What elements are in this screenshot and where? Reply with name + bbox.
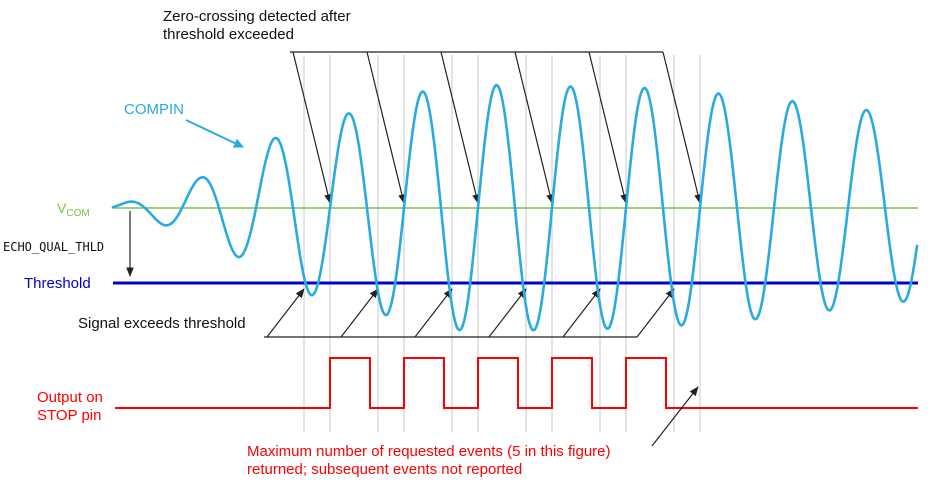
compin-label: COMPIN (124, 101, 184, 118)
threshold-label: Threshold (24, 275, 91, 292)
max-events-note-line2: returned; subsequent events not reported (247, 461, 523, 478)
stop-pin-label: Output on STOP pin (37, 389, 103, 425)
threshold-exceeded-arrow (414, 288, 453, 338)
signal-exceeds-label: Signal exceeds threshold (78, 315, 246, 332)
zero-crossing-arrow (588, 51, 628, 204)
vcom-label: VCOM (57, 199, 90, 223)
event-gridlines-group (303, 55, 701, 432)
zero-crossing-note-line2: threshold exceeded (163, 26, 294, 43)
stop-output-group (115, 357, 918, 447)
vcom-label-sub: COM (66, 208, 90, 219)
zero-crossing-annotation-group (290, 51, 702, 204)
zero-crossing-arrow (662, 51, 702, 204)
threshold-exceeded-arrow (636, 288, 675, 338)
max-events-note: Maximum number of requested events (5 in… (247, 443, 611, 479)
threshold-exceeded-arrow (266, 288, 305, 338)
compin-waveform-group (111, 83, 919, 332)
stop-pin-trace (115, 357, 918, 409)
compin-waveform (111, 83, 919, 332)
zero-crossing-arrow (440, 51, 480, 204)
threshold-exceeded-arrow (340, 288, 379, 338)
threshold-exceeded-arrow (488, 288, 527, 338)
zero-crossing-note-line1: Zero-crossing detected after (163, 8, 351, 25)
zero-crossing-arrow (366, 51, 406, 204)
zero-crossing-note: Zero-crossing detected after threshold e… (163, 8, 351, 44)
vcom-label-main: V (57, 200, 67, 216)
compin-pointer-arrow (185, 119, 244, 148)
stop-pin-label-line2: STOP pin (37, 407, 102, 424)
threshold-exceeded-arrow (562, 288, 601, 338)
max-events-note-line1: Maximum number of requested events (5 in… (247, 443, 611, 460)
threshold-annotation-group (264, 288, 675, 338)
zero-crossing-arrow (292, 51, 332, 204)
zero-crossing-arrow (514, 51, 554, 204)
stop-pin-label-line1: Output on (37, 389, 103, 406)
max-events-arrow (651, 386, 699, 447)
echo-qual-thld-label: ECHO_QUAL_THLD (3, 240, 105, 254)
